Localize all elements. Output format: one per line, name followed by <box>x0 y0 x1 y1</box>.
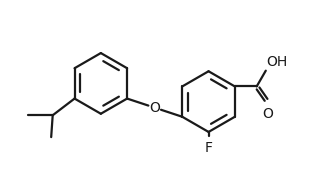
Text: F: F <box>204 141 212 155</box>
Text: O: O <box>149 101 160 115</box>
Text: OH: OH <box>267 55 288 69</box>
Text: O: O <box>262 107 273 121</box>
